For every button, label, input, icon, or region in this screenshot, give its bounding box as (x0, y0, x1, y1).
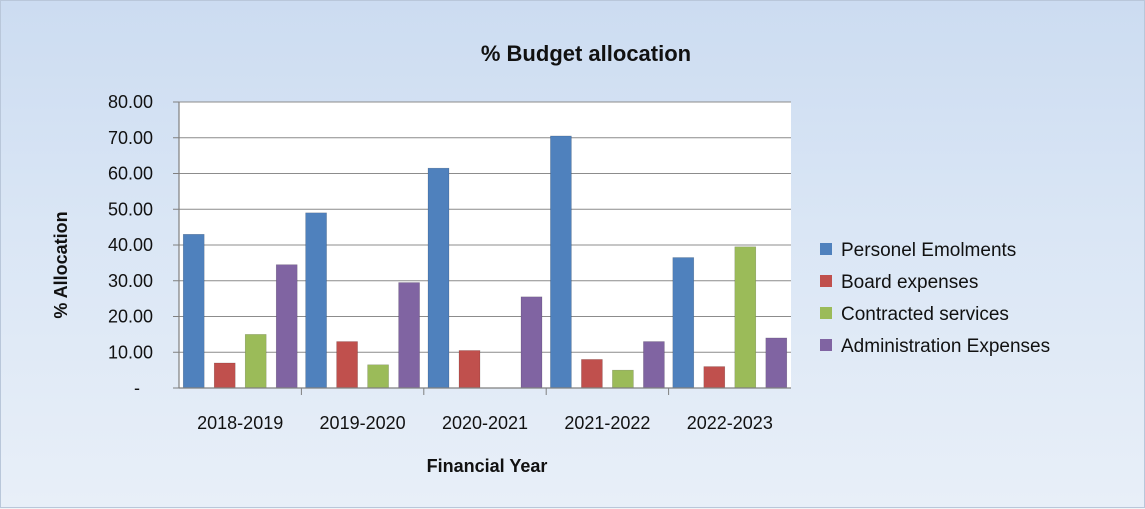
legend-swatch (820, 243, 832, 255)
bar (275, 264, 298, 389)
bar (213, 362, 236, 389)
axes: - 10.00 20.00 30.00 40.00 50.00 60.00 70.00 80.0… (108, 92, 791, 433)
legend-swatch (820, 339, 832, 351)
y-tick-label: 10.00 (108, 342, 153, 362)
x-tick-label: 2019-2020 (320, 413, 406, 433)
legend-label: Administration Expenses (841, 336, 1050, 357)
bar (734, 246, 757, 389)
x-tick-label: 2021-2022 (564, 413, 650, 433)
legend-label: Contracted services (841, 304, 1009, 325)
bar (765, 337, 788, 389)
legend-swatch (820, 275, 832, 287)
y-tick-label: 20.00 (108, 307, 153, 327)
bar (672, 257, 695, 389)
bar (643, 341, 665, 389)
y-tick-label: 40.00 (108, 235, 153, 255)
bar (305, 212, 327, 389)
bar (520, 296, 543, 389)
chart-title: % Budget allocation (481, 41, 691, 66)
y-tick-label: 80.00 (108, 92, 153, 112)
legend: Personel Emolments Board expenses Contract… (820, 240, 1050, 357)
y-tick-label: 50.00 (108, 199, 153, 219)
bar (612, 369, 634, 389)
x-axis-title: Financial Year (427, 456, 548, 476)
y-tick-label: 30.00 (108, 271, 153, 291)
y-tick-label: - (134, 378, 140, 398)
x-tick-label: 2018-2019 (197, 413, 283, 433)
legend-swatch (820, 307, 832, 319)
y-axis-title: % Allocation (51, 211, 71, 318)
bar (367, 364, 389, 389)
x-tick-label: 2022-2023 (687, 413, 773, 433)
bar (581, 359, 603, 389)
bar (458, 350, 481, 389)
bar (427, 167, 450, 389)
legend-label: Board expenses (841, 272, 978, 293)
bar (336, 341, 358, 389)
bar (244, 334, 267, 389)
x-tick-label: 2020-2021 (442, 413, 528, 433)
y-tick-label: 70.00 (108, 128, 153, 148)
legend-label: Personel Emolments (841, 240, 1016, 261)
bar (398, 282, 420, 389)
bar (182, 234, 205, 389)
y-tick-label: 60.00 (108, 164, 153, 184)
bar (703, 366, 726, 389)
bar (550, 135, 572, 389)
